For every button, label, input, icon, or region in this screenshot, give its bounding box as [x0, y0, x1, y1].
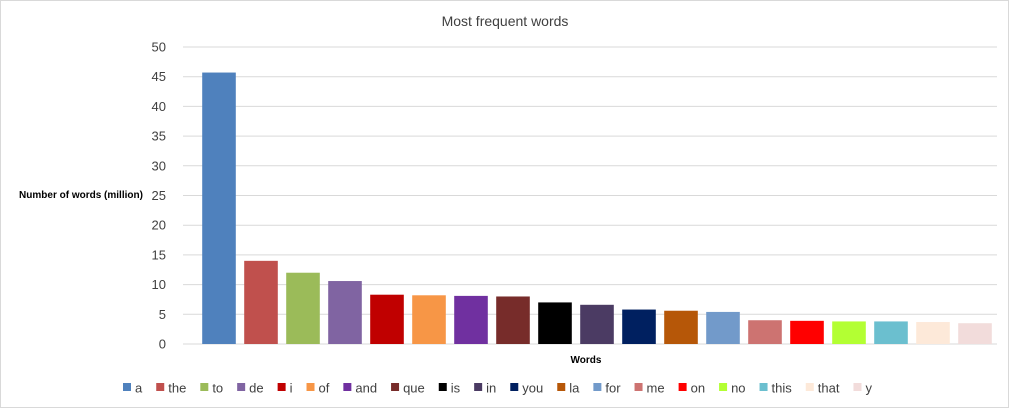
- bar-you: [622, 309, 656, 344]
- legend-swatch-la: [557, 383, 566, 391]
- legend-swatch-you: [510, 383, 519, 391]
- bar-to: [286, 272, 320, 344]
- y-tick-label: 35: [152, 129, 166, 144]
- chart-title: Most frequent words: [442, 13, 569, 29]
- legend-swatch-of: [306, 383, 315, 391]
- y-tick-label: 15: [152, 247, 166, 262]
- bar-i: [370, 294, 404, 344]
- legend-label-the: the: [168, 381, 186, 396]
- legend-swatch-i: [277, 383, 286, 391]
- y-tick-label: 5: [159, 307, 166, 322]
- bar-of: [412, 295, 446, 344]
- legend-label-that: that: [818, 381, 840, 396]
- legend-label-a: a: [135, 381, 143, 396]
- y-tick-label: 25: [152, 188, 166, 203]
- legend-label-for: for: [605, 381, 621, 396]
- bar-the: [244, 260, 278, 344]
- legend-label-is: is: [451, 381, 461, 396]
- legend-swatch-and: [343, 383, 352, 391]
- bar-that: [916, 322, 950, 344]
- legend-swatch-in: [474, 383, 483, 391]
- bar-this: [874, 321, 908, 344]
- y-tick-label: 10: [152, 277, 166, 292]
- legend-swatch-de: [237, 383, 246, 391]
- legend-swatch-me: [634, 383, 643, 391]
- legend-label-you: you: [522, 381, 543, 396]
- bar-and: [454, 295, 488, 344]
- bar-in: [580, 304, 614, 344]
- legend-swatch-a: [123, 383, 131, 391]
- bar-me: [748, 320, 782, 344]
- legend-swatch-the: [156, 383, 165, 391]
- y-axis-label: Number of words (million): [19, 190, 143, 201]
- legend-label-of: of: [319, 381, 330, 396]
- legend-swatch-on: [678, 383, 687, 391]
- y-tick-label: 30: [152, 158, 166, 173]
- bar-de: [328, 281, 362, 344]
- legend-label-in: in: [486, 381, 496, 396]
- legend-swatch-y: [853, 383, 862, 391]
- bar-la: [664, 310, 698, 344]
- legend-label-on: on: [691, 381, 705, 396]
- legend-swatch-to: [200, 383, 209, 391]
- x-axis-label: Words: [571, 355, 602, 366]
- bar-que: [496, 296, 530, 344]
- legend-swatch-for: [593, 383, 602, 391]
- legend-label-and: and: [355, 381, 377, 396]
- legend-label-i: i: [290, 381, 293, 396]
- legend-label-me: me: [647, 381, 665, 396]
- legend-swatch-that: [805, 383, 814, 391]
- legend-swatch-is: [438, 383, 447, 391]
- legend-label-this: this: [772, 381, 793, 396]
- bar-y: [958, 323, 992, 344]
- y-axis-ticks: 0 5 10 15 20 25 30 35 40 45 50: [152, 40, 166, 352]
- bar-no: [832, 321, 866, 344]
- legend-label-la: la: [569, 381, 580, 396]
- y-tick-label: 40: [152, 99, 166, 114]
- legend-label-y: y: [865, 381, 872, 396]
- y-tick-label: 0: [159, 337, 166, 352]
- legend-label-no: no: [731, 381, 745, 396]
- y-tick-label: 45: [152, 69, 166, 84]
- legend-swatch-this: [759, 383, 768, 391]
- bar-a: [202, 72, 236, 345]
- y-tick-label: 20: [152, 218, 166, 233]
- legend-swatch-que: [391, 383, 400, 391]
- bar-is: [538, 302, 572, 344]
- bars: [202, 72, 992, 345]
- legend: a the to de i of and que is in you la for me on no this t…: [123, 381, 872, 396]
- legend-label-to: to: [212, 381, 223, 396]
- y-tick-label: 50: [152, 40, 166, 55]
- legend-label-de: de: [249, 381, 263, 396]
- legend-swatch-no: [719, 383, 728, 391]
- bar-on: [790, 320, 824, 344]
- bar-for: [706, 311, 740, 344]
- legend-label-que: que: [403, 381, 425, 396]
